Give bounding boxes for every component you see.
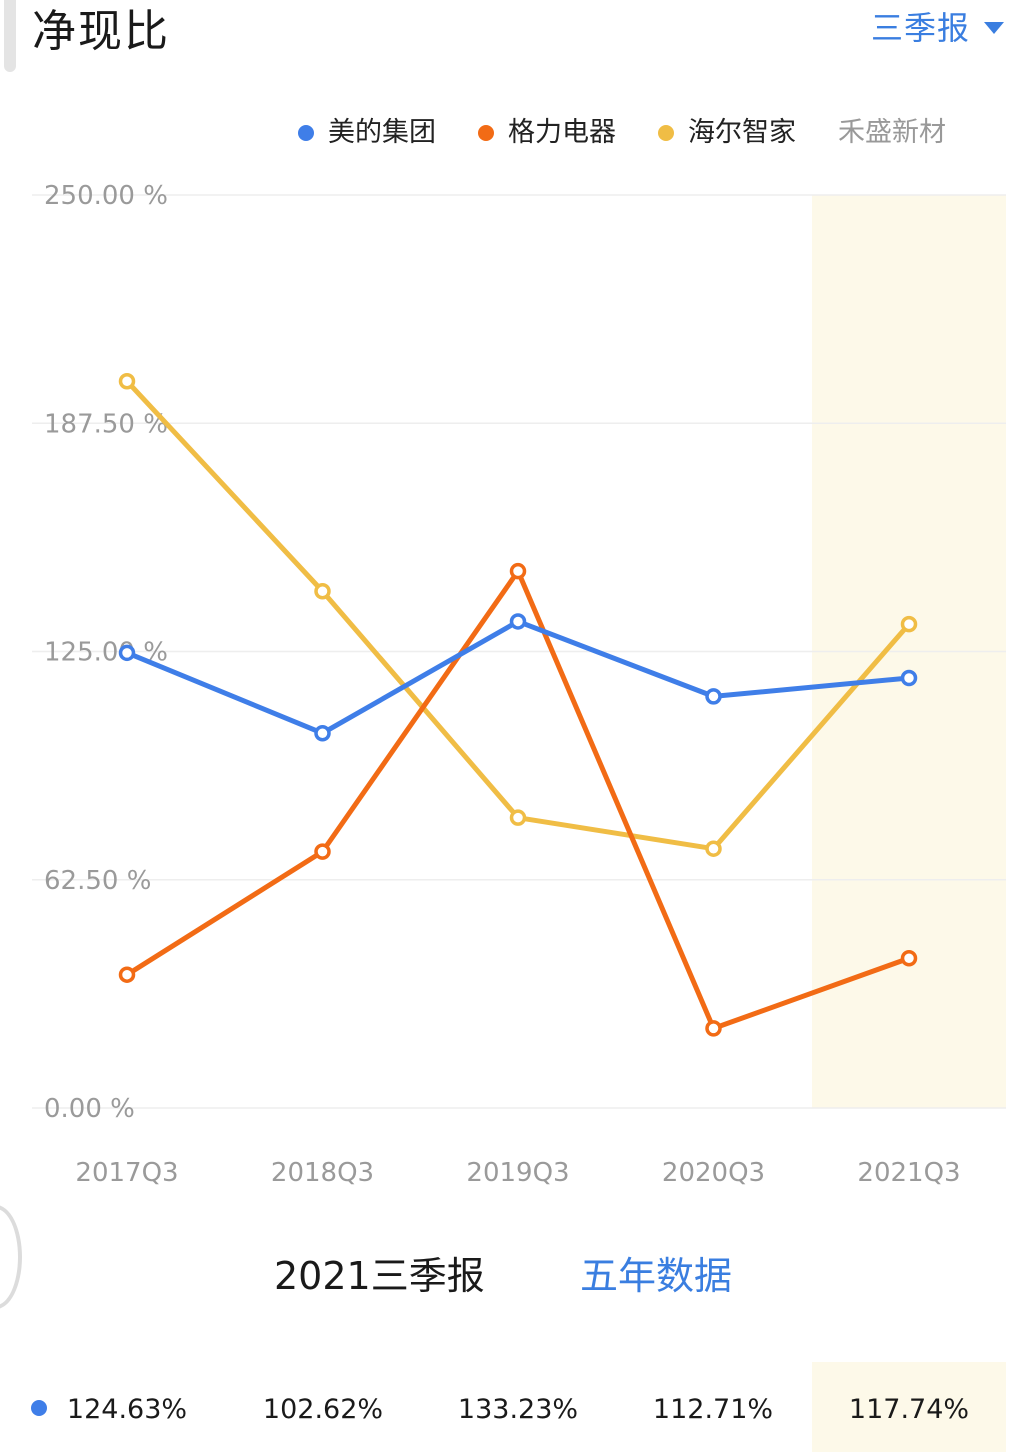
data-point	[118, 644, 136, 662]
data-point	[509, 809, 527, 826]
data-point	[118, 966, 136, 983]
legend-item-haier[interactable]: 海尔智家	[658, 113, 796, 153]
x-tick-label: 2019Q3	[466, 1158, 569, 1188]
period-dropdown-label: 三季报	[870, 9, 970, 47]
data-point	[705, 688, 722, 705]
left-edge-handle	[0, 1205, 22, 1309]
x-tick-label: 2017Q3	[75, 1158, 178, 1188]
legend-label: 禾盛新材	[838, 117, 946, 148]
data-point	[900, 615, 918, 633]
series-line	[124, 568, 912, 1031]
x-tick-label: 2021Q3	[857, 1158, 960, 1188]
values-row: 124.63% 102.62% 133.23% 112.71% 117.74%	[0, 1362, 1024, 1452]
line-chart: 0.00 %62.50 %125.00 %187.50 %250.00 %201…	[32, 181, 1006, 1188]
data-point	[314, 843, 331, 860]
legend-dot	[478, 125, 494, 141]
five-year-data-link[interactable]: 五年数据	[580, 1254, 733, 1298]
data-point	[118, 373, 136, 390]
values-highlight	[812, 1362, 1006, 1452]
legend-dot	[298, 125, 314, 141]
data-point	[509, 562, 527, 580]
y-tick-label: 62.50 %	[44, 866, 151, 896]
x-tick-label: 2020Q3	[662, 1158, 765, 1188]
legend-item-gree[interactable]: 格力电器	[478, 113, 616, 153]
data-point	[509, 613, 527, 630]
data-point	[900, 950, 918, 967]
value-cell: 124.63%	[66, 1394, 188, 1425]
legend-item-hesheng[interactable]: 禾盛新材	[838, 113, 946, 153]
page-title: 净现比	[32, 6, 170, 57]
left-edge-bar	[4, 0, 16, 72]
value-cell: 112.71%	[652, 1394, 774, 1425]
legend-label: 格力电器	[508, 117, 616, 148]
period-dropdown[interactable]: 三季报	[871, 6, 1004, 50]
data-point	[314, 724, 331, 742]
legend-label: 海尔智家	[688, 117, 796, 148]
value-cell: 102.62%	[262, 1394, 384, 1425]
data-point	[900, 669, 918, 687]
y-tick-label: 0.00 %	[44, 1094, 135, 1124]
caret-down-icon	[984, 22, 1004, 34]
data-point	[705, 840, 722, 857]
legend-dot	[658, 125, 674, 141]
series-dot	[31, 1400, 47, 1416]
series-line	[124, 618, 912, 736]
y-tick-label: 187.50 %	[44, 409, 168, 439]
data-point	[705, 1020, 722, 1037]
x-tick-label: 2018Q3	[271, 1158, 374, 1188]
value-cell: 133.23%	[457, 1394, 579, 1425]
data-point	[314, 582, 331, 600]
chart-legend: 美的集团 格力电器 海尔智家 禾盛新材	[298, 112, 988, 154]
y-tick-label: 250.00 %	[44, 181, 168, 211]
legend-item-midea[interactable]: 美的集团	[298, 113, 436, 153]
value-cell: 117.74%	[848, 1394, 970, 1425]
selected-period-label: 2021三季报	[274, 1254, 485, 1298]
legend-label: 美的集团	[328, 117, 436, 148]
